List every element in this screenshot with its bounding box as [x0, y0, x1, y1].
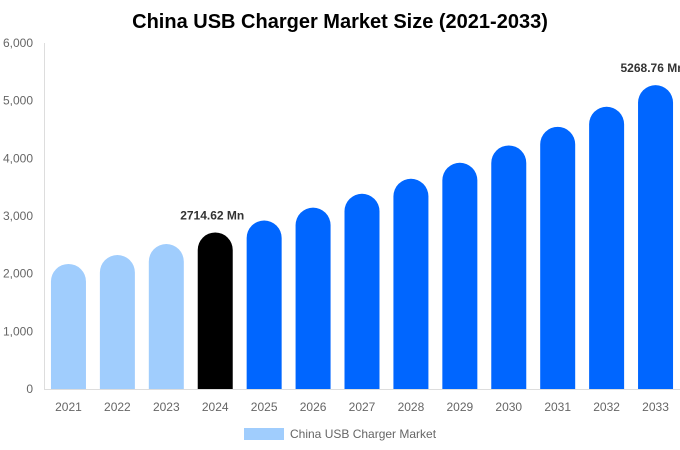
bar-2029[interactable] [442, 162, 478, 389]
bar-2030[interactable] [491, 145, 527, 389]
bar-2023[interactable] [148, 244, 184, 389]
x-tick-label: 2021 [55, 400, 82, 414]
bar-2024[interactable] [197, 232, 233, 389]
chart-title: China USB Charger Market Size (2021-2033… [132, 11, 548, 33]
bar-2032[interactable] [589, 106, 625, 390]
x-tick-label: 2024 [202, 400, 229, 414]
data-label-2024: 2714.62 Mn [180, 208, 244, 222]
data-label-2033: 5268.76 Mn [621, 61, 680, 75]
y-tick-label: 6,000 [3, 36, 33, 50]
x-tick-label: 2030 [495, 400, 522, 414]
bar-2031[interactable] [540, 126, 576, 390]
bar-2022[interactable] [99, 254, 135, 389]
bar-2033[interactable] [638, 85, 674, 389]
x-tick-label: 2031 [544, 400, 571, 414]
x-tick-label: 2029 [446, 400, 473, 414]
x-tick-label: 2023 [153, 400, 180, 414]
y-tick-label: 1,000 [3, 324, 33, 338]
y-tick-label: 5,000 [3, 94, 33, 108]
legend-label: China USB Charger Market [290, 427, 437, 441]
x-tick-label: 2026 [300, 400, 327, 414]
bar-2021[interactable] [50, 263, 86, 389]
x-tick-label: 2025 [251, 400, 278, 414]
bar-2027[interactable] [344, 193, 380, 389]
x-tick-label: 2032 [593, 400, 620, 414]
y-tick-label: 4,000 [3, 151, 33, 165]
legend[interactable]: China USB Charger Market [244, 427, 437, 441]
x-tick-label: 2022 [104, 400, 131, 414]
x-tick-label: 2033 [642, 400, 669, 414]
legend-swatch [244, 428, 284, 440]
y-tick-label: 3,000 [3, 209, 33, 223]
y-tick-label: 2,000 [3, 267, 33, 281]
bar-2025[interactable] [246, 220, 282, 389]
bar-2028[interactable] [393, 178, 429, 389]
x-tick-label: 2028 [398, 400, 425, 414]
bar-2026[interactable] [295, 207, 331, 389]
x-tick-label: 2027 [349, 400, 376, 414]
y-tick-label: 0 [26, 382, 33, 396]
